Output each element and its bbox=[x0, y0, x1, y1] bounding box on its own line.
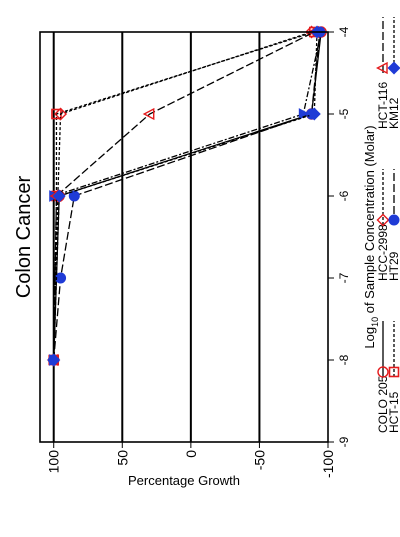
legend-marker bbox=[375, 61, 388, 75]
legend-label: SW-620 bbox=[398, 390, 400, 433]
plot-frame bbox=[39, 31, 329, 443]
x-tick-label: -5 bbox=[337, 108, 351, 119]
x-ticks: -9 -8 -7 -6 -5 -4 bbox=[328, 26, 351, 447]
data-point bbox=[142, 107, 155, 121]
legend-entry: HCT-15 bbox=[387, 321, 400, 433]
y-tick-label: 50 bbox=[114, 450, 130, 466]
series-line bbox=[53, 31, 315, 361]
legend-marker bbox=[377, 366, 389, 378]
data-point bbox=[47, 353, 61, 367]
y-tick-label: -50 bbox=[251, 450, 267, 470]
y-tick-label: -100 bbox=[320, 450, 336, 478]
legend-marker bbox=[387, 61, 400, 75]
chart-title: Colon Cancer bbox=[13, 176, 35, 299]
legend-entry: HT29 bbox=[387, 169, 400, 281]
data-point bbox=[52, 189, 66, 203]
series-km12 bbox=[47, 25, 324, 367]
series-line bbox=[53, 31, 321, 361]
legend-label: COLO 205 bbox=[376, 375, 390, 433]
series-line bbox=[53, 31, 315, 361]
legend-entry: KM12 bbox=[387, 17, 400, 129]
series-colo-205 bbox=[48, 26, 327, 366]
series-ht29 bbox=[48, 26, 326, 366]
series-hct-15 bbox=[48, 26, 320, 366]
series-hcc-2998 bbox=[47, 25, 319, 367]
rotated-chart-group: -9-8-7-6-5-4 100 50 0 -50 -100 Colon Cancer … bbox=[13, 17, 400, 488]
y-tick-label: 0 bbox=[183, 450, 199, 458]
data-point bbox=[307, 107, 321, 121]
series-hct-116 bbox=[46, 25, 319, 367]
x-tick-label: -9 bbox=[337, 436, 351, 447]
legend-label: HCT-15 bbox=[387, 391, 400, 433]
series-layer bbox=[46, 25, 328, 367]
legend-entry: HCT-116 bbox=[375, 17, 390, 129]
legend-label: HCC-2998 bbox=[376, 224, 390, 281]
legend-marker bbox=[388, 366, 400, 378]
x-tick-label: -6 bbox=[337, 190, 351, 201]
data-point bbox=[54, 107, 68, 121]
legend-label: HCT-116 bbox=[376, 82, 390, 129]
series-sw-620 bbox=[49, 26, 328, 366]
legend-label: HT29 bbox=[387, 251, 400, 281]
y-axis-label: Percentage Growth bbox=[128, 473, 240, 488]
legend-entry: COLO 205 bbox=[376, 321, 390, 433]
series-line bbox=[53, 31, 318, 361]
x-tick-label: -4 bbox=[337, 26, 351, 37]
x-tick-label: -8 bbox=[337, 354, 351, 365]
legend-marker bbox=[388, 214, 400, 226]
legend-entry: SW-620 bbox=[398, 390, 400, 433]
series-line bbox=[53, 31, 322, 360]
x-axis-label: Log10 of Sample Concentration (Molar) bbox=[362, 125, 380, 348]
series-line bbox=[53, 31, 322, 361]
x-tick-label: -7 bbox=[337, 272, 351, 283]
legend-label: KM12 bbox=[387, 97, 400, 129]
data-point bbox=[68, 190, 80, 202]
y-ticks: 100 50 0 -50 -100 bbox=[46, 442, 336, 478]
grid bbox=[52, 32, 261, 442]
y-tick-label: 100 bbox=[46, 450, 62, 474]
series-line bbox=[53, 31, 312, 361]
